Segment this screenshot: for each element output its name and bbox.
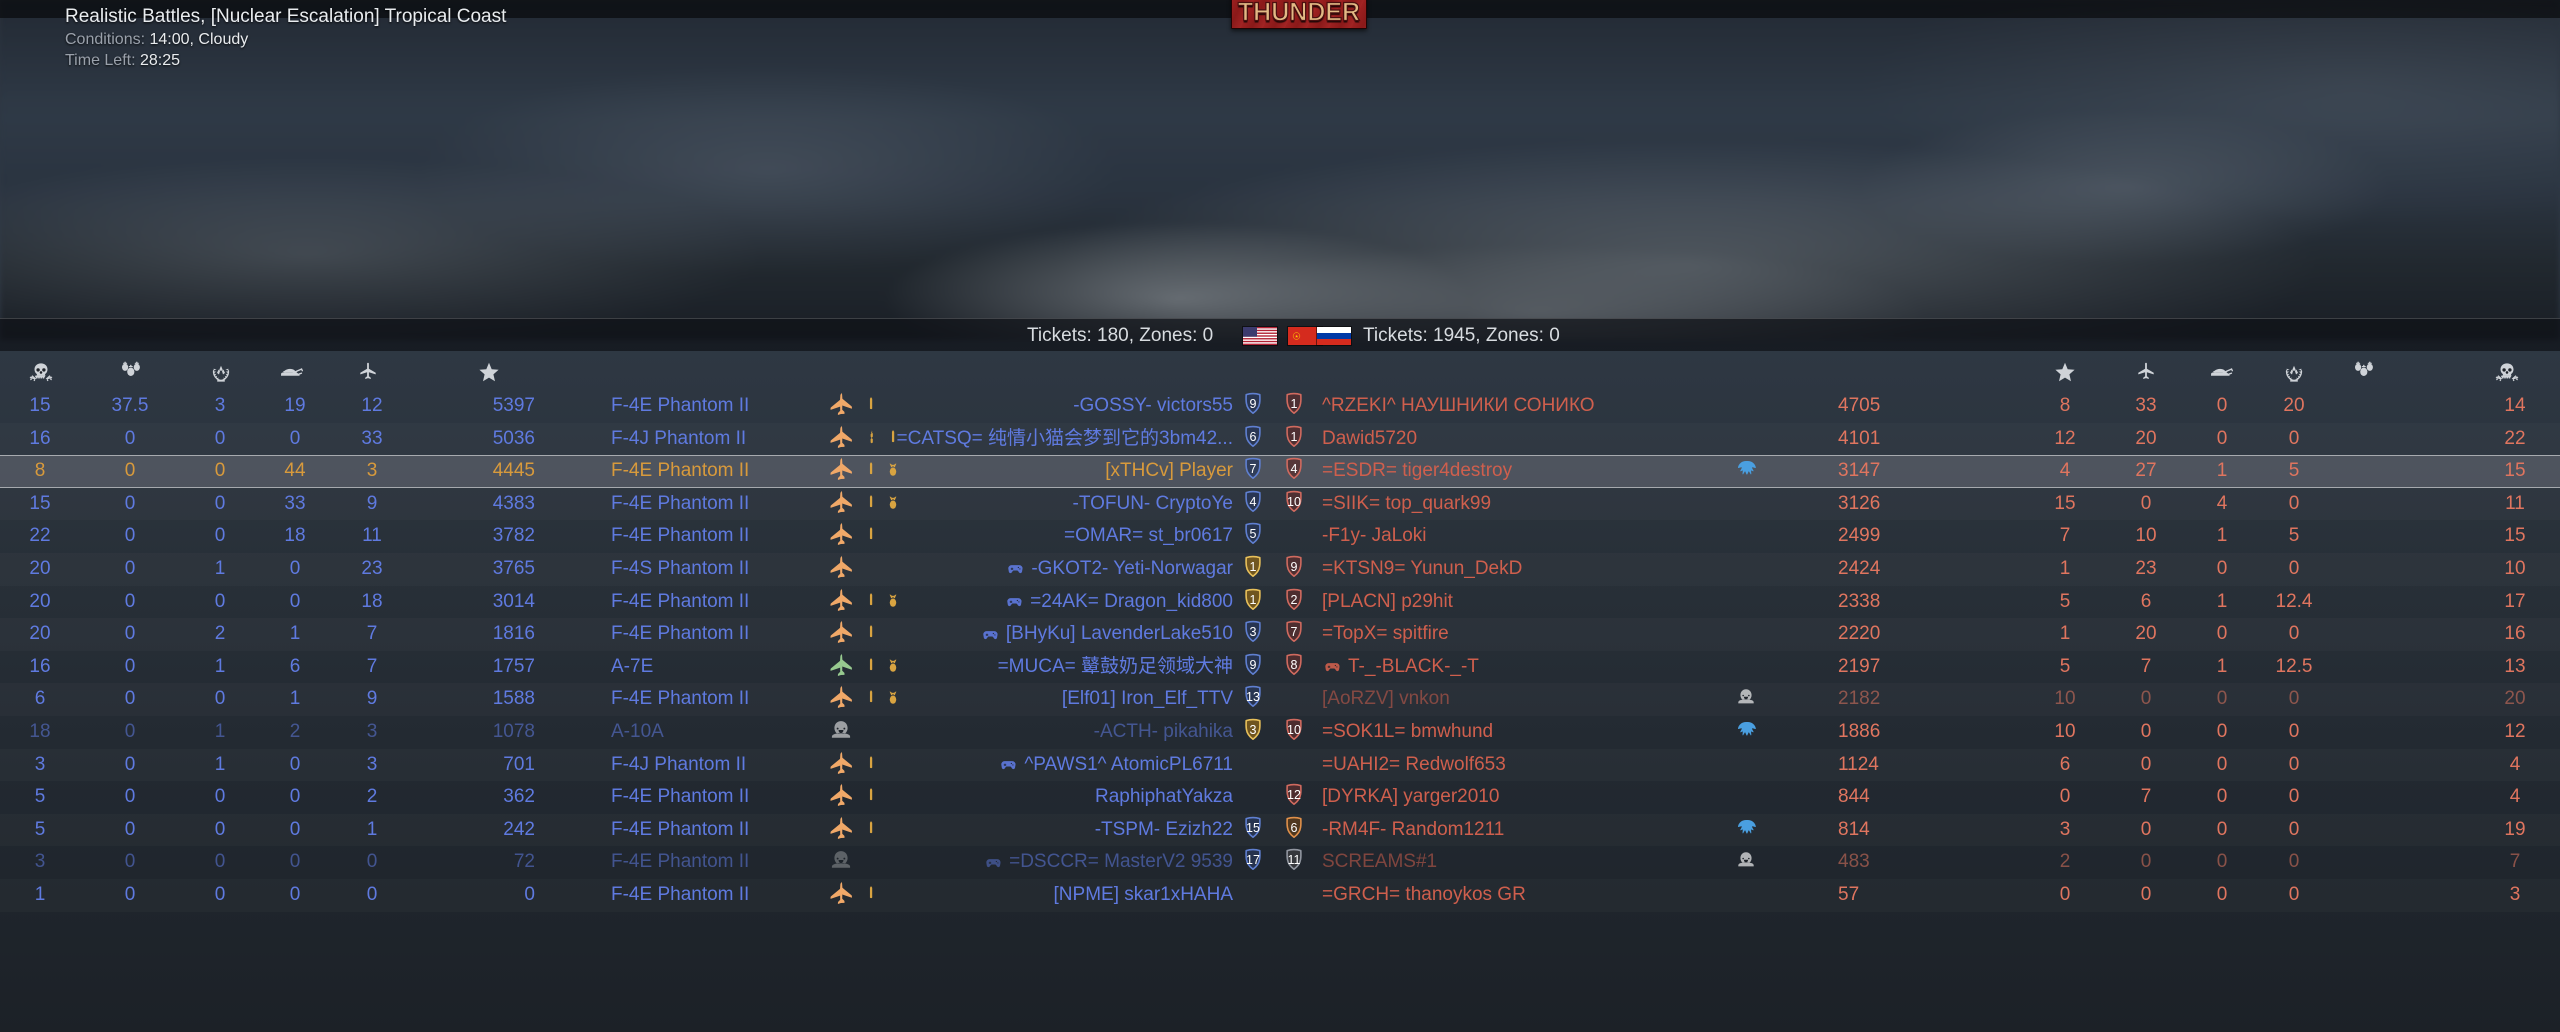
svg-text:3: 3 xyxy=(1250,625,1257,639)
svg-text:1: 1 xyxy=(1250,560,1257,574)
svg-text:6: 6 xyxy=(1291,821,1298,835)
svg-text:5: 5 xyxy=(1250,527,1257,541)
svg-text:17: 17 xyxy=(1246,853,1260,867)
svg-text:10: 10 xyxy=(1287,495,1301,509)
svg-text:2: 2 xyxy=(1291,593,1298,607)
svg-text:6: 6 xyxy=(1250,430,1257,444)
svg-text:1: 1 xyxy=(1291,430,1298,444)
svg-text:9: 9 xyxy=(1250,397,1257,411)
svg-text:10: 10 xyxy=(1287,723,1301,737)
svg-text:12: 12 xyxy=(1287,788,1301,802)
svg-text:7: 7 xyxy=(1291,625,1298,639)
svg-text:15: 15 xyxy=(1246,821,1260,835)
svg-text:11: 11 xyxy=(1288,853,1301,867)
svg-text:13: 13 xyxy=(1246,690,1260,704)
svg-text:1: 1 xyxy=(1250,593,1257,607)
svg-text:9: 9 xyxy=(1291,560,1298,574)
svg-text:3: 3 xyxy=(1250,723,1257,737)
svg-text:8: 8 xyxy=(1291,658,1298,672)
svg-text:7: 7 xyxy=(1250,462,1257,476)
svg-text:9: 9 xyxy=(1250,658,1257,672)
svg-text:4: 4 xyxy=(1291,462,1298,476)
svg-text:4: 4 xyxy=(1250,495,1257,509)
svg-text:1: 1 xyxy=(1291,397,1298,411)
